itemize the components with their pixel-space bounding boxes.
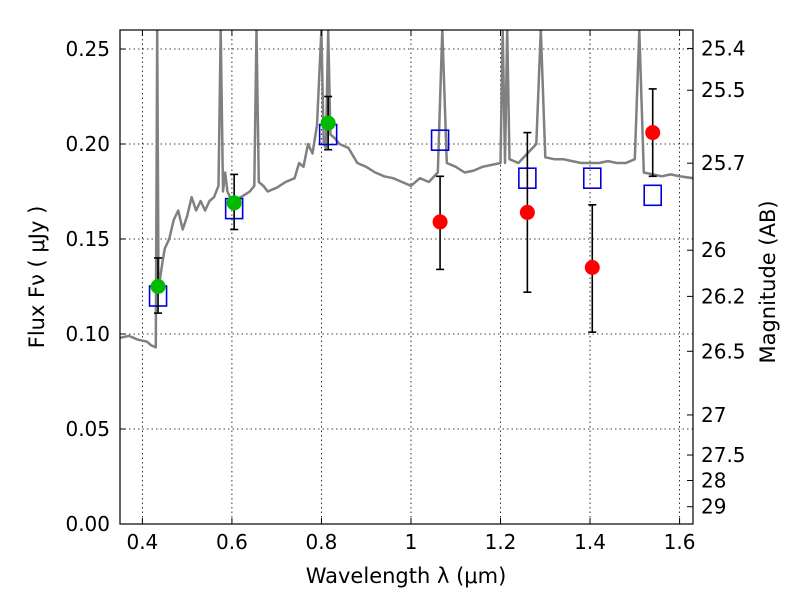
- y2-tick-label: 29: [701, 495, 726, 519]
- y2-tick-label: 26.5: [701, 339, 746, 363]
- model-flux-square: [430, 129, 450, 151]
- green-flux-point: [150, 279, 166, 294]
- grid-lines: [120, 30, 693, 525]
- x-tick-label: 1.4: [574, 530, 606, 554]
- y-tick-label: 0.00: [65, 512, 110, 536]
- model-spectrum-layer: [120, 30, 693, 349]
- x-tick-label: 0.8: [306, 530, 338, 554]
- y2-tick-label: 26: [701, 238, 726, 262]
- plot-frame: [119, 29, 694, 525]
- y2-tick-label: 25.5: [701, 78, 746, 102]
- red-flux-point: [584, 260, 600, 275]
- green-flux-point: [320, 115, 336, 131]
- y-tick-label: 0.20: [65, 132, 110, 156]
- x-tick-label: 1: [405, 530, 418, 554]
- y2-tick-label: 27: [701, 403, 726, 427]
- red-flux-point: [519, 204, 535, 220]
- y2-tick-label: 25.7: [701, 151, 746, 175]
- model-flux-square: [643, 184, 663, 207]
- x-tick-label: 0.4: [126, 530, 158, 554]
- model-flux-square: [582, 167, 602, 189]
- data-markers: [148, 88, 663, 333]
- y2-tick-label: 27.5: [701, 443, 746, 467]
- y-axis-title: Flux Fν ( μJy ): [25, 206, 49, 349]
- axis-ticks: 0.4 0.6 0.8 1 1.2 1.4 1.6 0.00 0.05 0.10 0.15 0.20 0…: [65, 30, 746, 554]
- y-tick-label: 0.10: [65, 322, 110, 346]
- y2-axis-title: Magnitude (AB): [756, 200, 780, 363]
- green-flux-point: [226, 195, 242, 211]
- x-tick-label: 1.6: [664, 530, 696, 554]
- y-tick-label: 0.25: [65, 37, 110, 61]
- red-flux-point: [432, 214, 448, 230]
- x-tick-label: 1.2: [485, 530, 517, 554]
- y2-tick-label: 25.4: [701, 36, 746, 60]
- x-tick-label: 0.6: [216, 530, 248, 554]
- y-tick-label: 0.05: [65, 417, 110, 441]
- y2-tick-label: 26.2: [701, 284, 746, 308]
- x-axis-title: Wavelength λ (μm): [306, 564, 507, 588]
- red-flux-point: [645, 125, 661, 141]
- model-spectrum-line: [120, 30, 693, 349]
- y2-tick-label: 28: [701, 468, 726, 492]
- y-tick-label: 0.15: [65, 227, 110, 251]
